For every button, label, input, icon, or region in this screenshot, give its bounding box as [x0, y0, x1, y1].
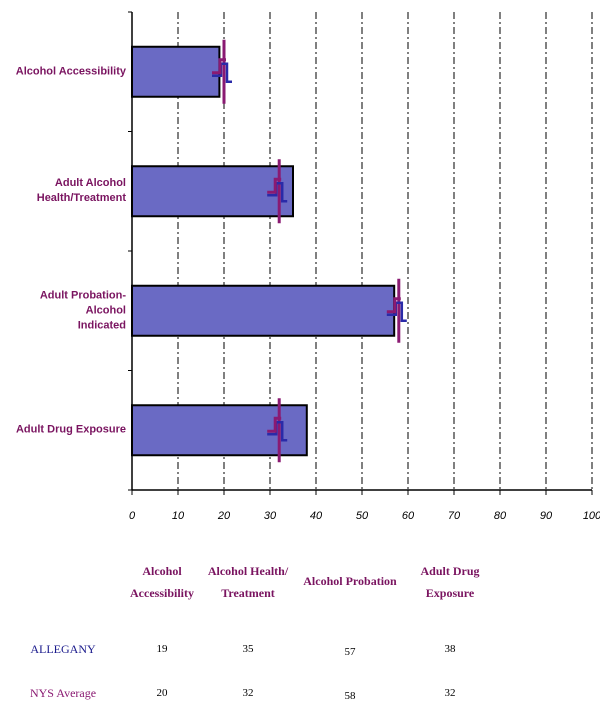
category-label: Adult Alcohol Health/Treatment — [36, 177, 126, 205]
nys-average-glyph — [386, 301, 407, 322]
category-label: Adult Probation-Alcohol Indicated — [39, 289, 126, 332]
table-cell: 58 — [344, 690, 356, 702]
data-table: Alcohol Accessibility Alcohol Health/ Tre… — [0, 560, 600, 708]
x-tick-label: 10 — [171, 510, 185, 522]
category-label: Alcohol Accessibility — [15, 65, 126, 78]
table-column-header: Adult Drug Exposure — [420, 564, 480, 600]
x-tick-label: 0 — [128, 510, 136, 522]
table-column-header: Alcohol Accessibility — [130, 564, 194, 600]
table-cell: 19 — [156, 643, 168, 655]
table-row-label: NYS Average — [29, 686, 97, 700]
x-tick-label: 70 — [447, 510, 461, 522]
x-tick-label: 50 — [355, 510, 369, 522]
bar-allegany — [131, 45, 221, 98]
bar-chart: 0 10 20 30 40 50 60 70 80 90 100 Alcohol Accessibil… — [15, 11, 600, 522]
nys-average-glyph — [212, 58, 226, 75]
table-column-header: Alcohol Health/ Treatment — [207, 564, 289, 600]
x-tick-label: 30 — [263, 510, 277, 522]
table-cell: 32 — [242, 687, 254, 699]
bar-allegany — [131, 165, 294, 218]
table-cell: 35 — [242, 643, 254, 655]
nys-average-glyph — [386, 297, 401, 314]
table-cell: 57 — [344, 646, 356, 658]
nys-average-glyph — [212, 62, 232, 83]
x-tick-label: 100 — [582, 510, 600, 522]
category-label: Adult Drug Exposure — [15, 423, 126, 436]
nys-average-glyph — [267, 182, 288, 203]
nys-average-glyph — [267, 421, 288, 442]
table-cell: 38 — [444, 643, 456, 655]
table-row-label: ALLEGANY — [30, 642, 96, 656]
x-tick-label: 20 — [217, 510, 231, 522]
chart-svg — [128, 11, 593, 495]
nys-average-glyph — [267, 177, 282, 194]
bar-allegany — [131, 404, 308, 457]
table-cell: 32 — [444, 687, 456, 699]
table-cell: 20 — [156, 687, 168, 699]
x-tick-label: 80 — [493, 510, 507, 522]
nys-average-glyph — [267, 416, 282, 433]
x-tick-label: 60 — [401, 510, 415, 522]
bar-allegany — [131, 284, 396, 337]
x-tick-label: 40 — [309, 510, 323, 522]
table-column-header: Alcohol Probation — [303, 574, 397, 588]
x-tick-label: 90 — [539, 510, 553, 522]
